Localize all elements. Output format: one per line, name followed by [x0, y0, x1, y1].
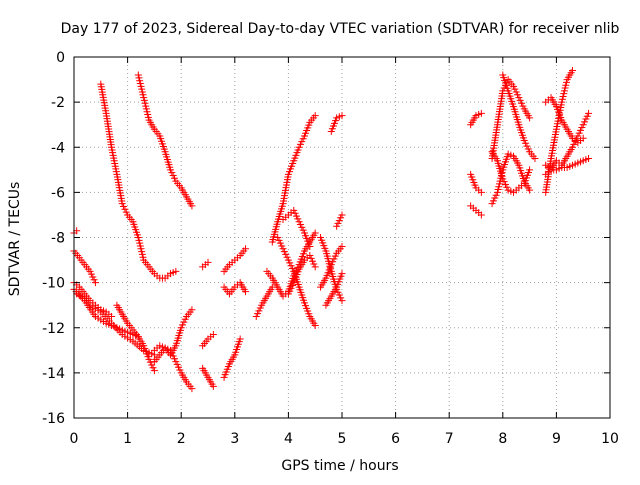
data-point: [91, 279, 99, 287]
data-point: [209, 382, 217, 390]
data-point: [477, 211, 485, 219]
y-tick-label: -14: [42, 366, 65, 382]
data-point: [268, 283, 276, 291]
data-point: [311, 112, 319, 120]
data-point: [242, 245, 250, 253]
y-tick-label: -12: [42, 321, 65, 337]
data-point: [585, 155, 593, 163]
y-tick-label: -8: [51, 231, 65, 247]
data-points: [70, 67, 593, 393]
y-tick-label: -2: [51, 95, 65, 111]
data-point: [477, 109, 485, 117]
data-point: [311, 321, 319, 329]
x-tick-label: 6: [391, 431, 400, 447]
data-point: [526, 166, 534, 174]
data-point: [338, 270, 346, 278]
data-point: [338, 211, 346, 219]
x-tick-label: 3: [230, 431, 239, 447]
data-point: [188, 385, 196, 393]
data-point: [338, 112, 346, 120]
data-point: [526, 186, 534, 194]
data-point: [338, 297, 346, 305]
data-point: [306, 243, 314, 251]
data-point: [150, 367, 158, 375]
data-point: [209, 331, 217, 339]
y-tick-label: 0: [56, 50, 65, 66]
grid: [74, 57, 610, 418]
data-point: [477, 188, 485, 196]
data-point: [236, 335, 244, 343]
y-tick-label: -6: [51, 185, 65, 201]
x-tick-label: 0: [70, 431, 79, 447]
data-point: [568, 67, 576, 75]
chart-title: Day 177 of 2023, Sidereal Day-to-day VTE…: [61, 21, 620, 37]
x-tick-label: 2: [177, 431, 186, 447]
data-point: [311, 263, 319, 271]
x-tick-label: 10: [601, 431, 619, 447]
data-point: [172, 267, 180, 275]
x-tick-label: 9: [552, 431, 561, 447]
data-point: [526, 114, 534, 122]
y-axis-label: SDTVAR / TECUs: [7, 182, 23, 297]
data-point: [188, 306, 196, 314]
x-tick-label: 8: [498, 431, 507, 447]
x-tick-label: 7: [445, 431, 454, 447]
x-axis-ticks: 0 1 2 3 4 5 6 7 8 9 10: [70, 57, 619, 447]
data-point: [188, 202, 196, 210]
data-point: [242, 288, 250, 296]
data-point: [311, 229, 319, 237]
y-tick-label: -10: [42, 276, 65, 292]
data-point: [204, 258, 212, 266]
x-tick-label: 5: [338, 431, 347, 447]
data-point: [108, 312, 116, 320]
y-tick-label: -4: [51, 140, 65, 156]
data-point: [579, 134, 587, 142]
x-axis-label: GPS time / hours: [281, 458, 398, 474]
y-axis-ticks: -16 -14 -12 -10 -8 -6 -4 -2 0: [42, 50, 610, 427]
data-point: [585, 109, 593, 117]
x-tick-label: 4: [284, 431, 293, 447]
data-point: [531, 155, 539, 163]
y-tick-label: -16: [42, 411, 65, 427]
data-point: [338, 243, 346, 251]
x-tick-label: 1: [123, 431, 132, 447]
